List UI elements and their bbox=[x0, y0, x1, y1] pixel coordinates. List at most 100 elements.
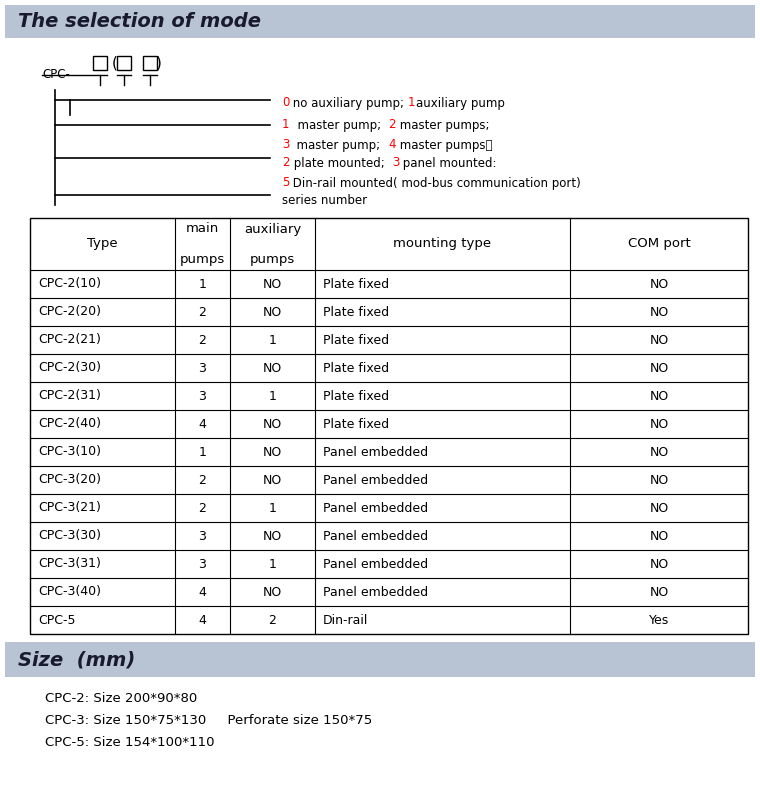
Text: NO: NO bbox=[263, 306, 282, 318]
Text: 1: 1 bbox=[282, 118, 290, 131]
Text: 2: 2 bbox=[198, 474, 207, 486]
Text: CPC-2(30): CPC-2(30) bbox=[38, 362, 101, 374]
Text: 0: 0 bbox=[282, 97, 290, 110]
Text: Plate fixed: Plate fixed bbox=[323, 334, 389, 346]
Text: CPC-3(21): CPC-3(21) bbox=[38, 502, 101, 514]
Bar bbox=[143, 56, 157, 70]
Text: NO: NO bbox=[649, 278, 669, 290]
Text: Plate fixed: Plate fixed bbox=[323, 306, 389, 318]
Text: Panel embedded: Panel embedded bbox=[323, 530, 428, 542]
Bar bbox=[5, 5, 755, 38]
Text: 3: 3 bbox=[282, 138, 290, 151]
Text: NO: NO bbox=[263, 446, 282, 458]
Text: NO: NO bbox=[263, 362, 282, 374]
Bar bbox=[93, 56, 107, 70]
Text: 1: 1 bbox=[408, 97, 416, 110]
Text: NO: NO bbox=[263, 278, 282, 290]
Text: 1: 1 bbox=[268, 502, 277, 514]
Text: Plate fixed: Plate fixed bbox=[323, 390, 389, 402]
Text: CPC-3(20): CPC-3(20) bbox=[38, 474, 101, 486]
Text: 1: 1 bbox=[198, 278, 207, 290]
Text: series number: series number bbox=[282, 194, 367, 206]
Text: CPC-2(40): CPC-2(40) bbox=[38, 418, 101, 430]
Text: master pumps。: master pumps。 bbox=[395, 138, 492, 151]
Text: Panel embedded: Panel embedded bbox=[323, 474, 428, 486]
Text: COM port: COM port bbox=[628, 238, 690, 250]
Text: panel mounted:: panel mounted: bbox=[399, 157, 496, 170]
Text: NO: NO bbox=[649, 306, 669, 318]
Text: Plate fixed: Plate fixed bbox=[323, 418, 389, 430]
Text: NO: NO bbox=[263, 474, 282, 486]
Text: no auxiliary pump;: no auxiliary pump; bbox=[290, 97, 408, 110]
Text: Din-rail: Din-rail bbox=[323, 614, 369, 626]
Text: CPC-3(40): CPC-3(40) bbox=[38, 586, 101, 598]
Text: CPC-: CPC- bbox=[42, 68, 70, 81]
Text: 4: 4 bbox=[198, 586, 207, 598]
Text: plate mounted;: plate mounted; bbox=[290, 157, 391, 170]
Text: Panel embedded: Panel embedded bbox=[323, 558, 428, 570]
Bar bbox=[117, 56, 131, 70]
Text: 2: 2 bbox=[198, 306, 207, 318]
Text: Yes: Yes bbox=[649, 614, 669, 626]
Text: 3: 3 bbox=[198, 390, 207, 402]
Text: CPC-2(10): CPC-2(10) bbox=[38, 278, 101, 290]
Text: NO: NO bbox=[649, 446, 669, 458]
Text: NO: NO bbox=[649, 418, 669, 430]
Text: CPC-5: Size 154*100*110: CPC-5: Size 154*100*110 bbox=[45, 737, 214, 750]
Text: 2: 2 bbox=[198, 502, 207, 514]
Text: 1: 1 bbox=[268, 390, 277, 402]
Text: CPC-3(31): CPC-3(31) bbox=[38, 558, 101, 570]
Text: mounting type: mounting type bbox=[394, 238, 492, 250]
Text: CPC-5: CPC-5 bbox=[38, 614, 75, 626]
Bar bbox=[5, 642, 755, 677]
Text: NO: NO bbox=[649, 502, 669, 514]
Text: auxiliary pump: auxiliary pump bbox=[416, 97, 505, 110]
Text: Plate fixed: Plate fixed bbox=[323, 362, 389, 374]
Text: CPC-2(21): CPC-2(21) bbox=[38, 334, 101, 346]
Text: master pump;: master pump; bbox=[290, 118, 388, 131]
Text: NO: NO bbox=[649, 586, 669, 598]
Text: CPC-2: Size 200*90*80: CPC-2: Size 200*90*80 bbox=[45, 693, 198, 706]
Text: Din-rail mounted( mod-bus communication port): Din-rail mounted( mod-bus communication … bbox=[290, 177, 581, 190]
Text: NO: NO bbox=[649, 474, 669, 486]
Text: Plate fixed: Plate fixed bbox=[323, 278, 389, 290]
Bar bbox=[30, 218, 748, 634]
Text: 2: 2 bbox=[388, 118, 396, 131]
Text: CPC-3: Size 150*75*130     Perforate size 150*75: CPC-3: Size 150*75*130 Perforate size 15… bbox=[45, 714, 372, 727]
Text: NO: NO bbox=[649, 334, 669, 346]
Text: 4: 4 bbox=[388, 138, 395, 151]
Text: The selection of mode: The selection of mode bbox=[18, 12, 261, 31]
Text: Type: Type bbox=[87, 238, 118, 250]
Text: 3: 3 bbox=[198, 530, 207, 542]
Text: 2: 2 bbox=[268, 614, 277, 626]
Text: 1: 1 bbox=[268, 334, 277, 346]
Text: NO: NO bbox=[263, 586, 282, 598]
Text: ): ) bbox=[156, 55, 162, 70]
Text: 3: 3 bbox=[198, 558, 207, 570]
Text: 1: 1 bbox=[268, 558, 277, 570]
Text: main

pumps: main pumps bbox=[180, 222, 225, 266]
Text: CPC-2(31): CPC-2(31) bbox=[38, 390, 101, 402]
Text: CPC-3(10): CPC-3(10) bbox=[38, 446, 101, 458]
Text: 3: 3 bbox=[391, 157, 399, 170]
Text: Size  (mm): Size (mm) bbox=[18, 650, 135, 669]
Text: NO: NO bbox=[263, 418, 282, 430]
Text: CPC-3(30): CPC-3(30) bbox=[38, 530, 101, 542]
Text: master pumps;: master pumps; bbox=[396, 118, 489, 131]
Text: 4: 4 bbox=[198, 614, 207, 626]
Text: (: ( bbox=[112, 55, 118, 70]
Text: 2: 2 bbox=[198, 334, 207, 346]
Text: auxiliary

pumps: auxiliary pumps bbox=[244, 222, 301, 266]
Text: NO: NO bbox=[649, 558, 669, 570]
Text: Panel embedded: Panel embedded bbox=[323, 446, 428, 458]
Text: NO: NO bbox=[649, 390, 669, 402]
Text: 4: 4 bbox=[198, 418, 207, 430]
Text: CPC-2(20): CPC-2(20) bbox=[38, 306, 101, 318]
Text: Panel embedded: Panel embedded bbox=[323, 586, 428, 598]
Text: 2: 2 bbox=[282, 157, 290, 170]
Text: 5: 5 bbox=[282, 177, 290, 190]
Text: master pump;: master pump; bbox=[290, 138, 388, 151]
Text: 3: 3 bbox=[198, 362, 207, 374]
Text: NO: NO bbox=[649, 530, 669, 542]
Text: NO: NO bbox=[263, 530, 282, 542]
